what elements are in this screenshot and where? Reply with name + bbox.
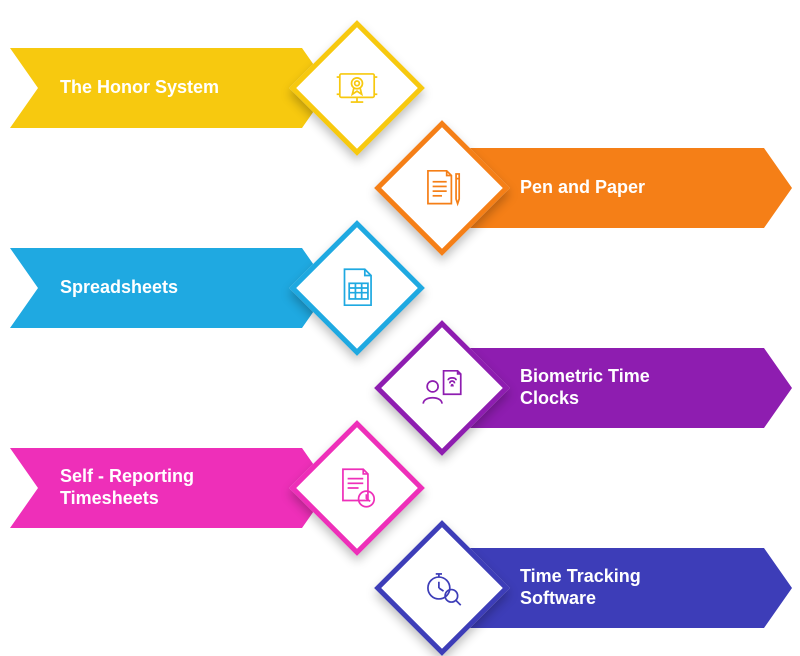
arrow-spreadsheets: Spreadsheets <box>10 248 330 328</box>
diamond-time-tracking-software <box>374 520 510 656</box>
diamond-spreadsheets <box>289 220 425 356</box>
arrow-pen-and-paper: Pen and Paper <box>470 148 792 228</box>
arrow-label: Spreadsheets <box>60 277 178 299</box>
arrow-label: Pen and Paper <box>520 177 645 199</box>
diamond-biometric-clocks <box>374 320 510 456</box>
arrow-label: Self - Reporting Timesheets <box>60 466 194 509</box>
diamond-pen-and-paper <box>374 120 510 256</box>
diamond-honor-system <box>289 20 425 156</box>
paper-pen-icon <box>417 163 467 213</box>
arrow-honor-system: The Honor System <box>10 48 330 128</box>
spreadsheet-icon <box>332 263 382 313</box>
arrow-biometric-clocks: Biometric Time Clocks <box>470 348 792 428</box>
biometric-icon <box>417 363 467 413</box>
arrow-label: The Honor System <box>60 77 219 99</box>
stopwatch-magnify-icon <box>417 563 467 613</box>
arrow-label: Biometric Time Clocks <box>520 366 650 409</box>
arrow-label: Time Tracking Software <box>520 566 641 609</box>
arrow-self-reporting: Self - Reporting Timesheets <box>10 448 330 528</box>
award-monitor-icon <box>332 63 382 113</box>
doc-clock-icon <box>332 463 382 513</box>
arrow-time-tracking-software: Time Tracking Software <box>470 548 792 628</box>
diamond-self-reporting <box>289 420 425 556</box>
